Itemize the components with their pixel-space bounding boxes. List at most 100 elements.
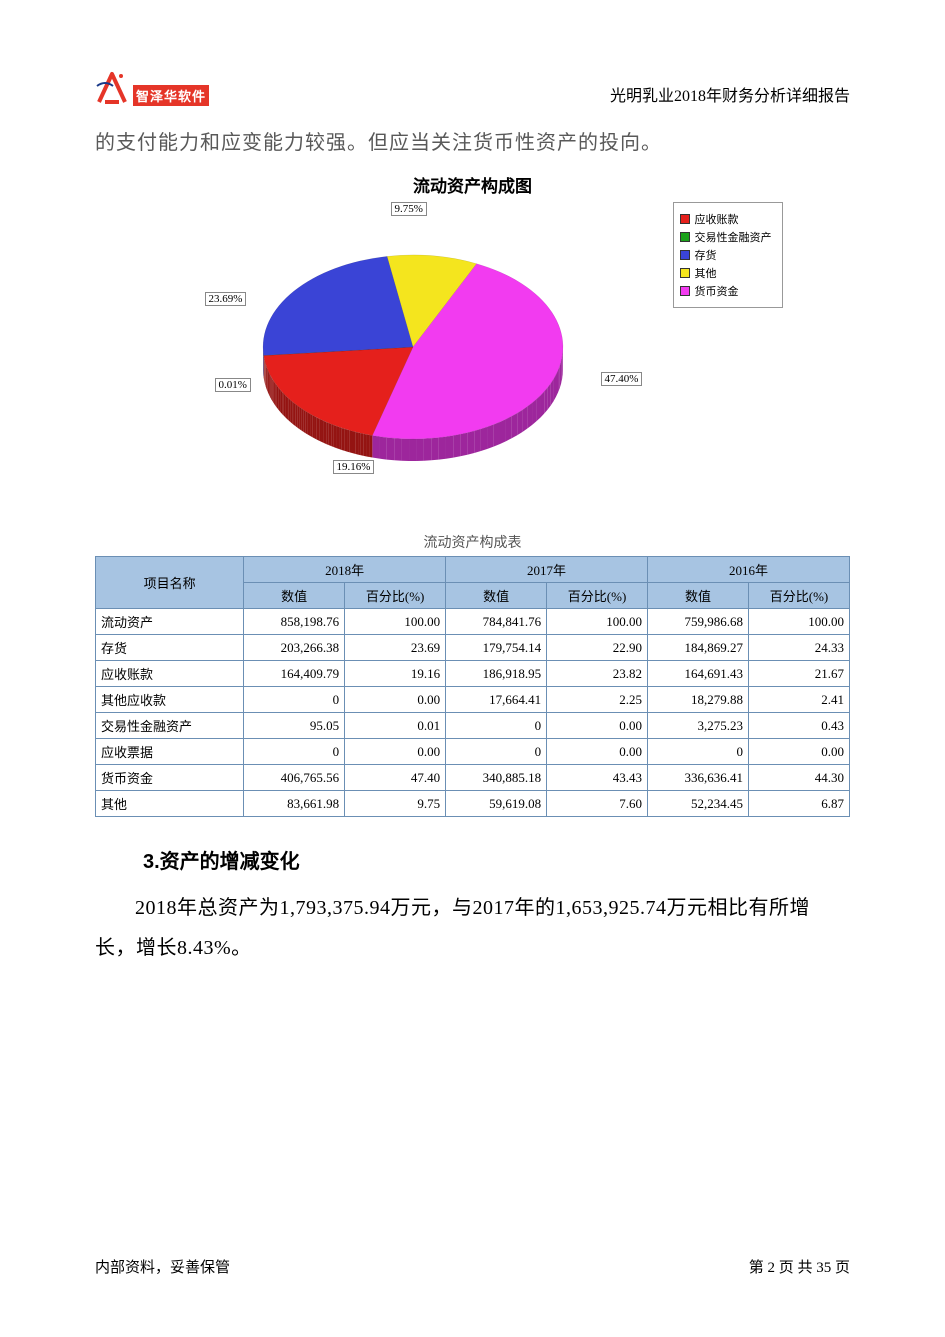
- row-name: 交易性金融资产: [96, 713, 244, 739]
- page-footer: 内部资料，妥善保管 第 2 页 共 35 页: [95, 1256, 850, 1277]
- row-name: 应收账款: [96, 661, 244, 687]
- callout-cash: 47.40%: [601, 372, 643, 386]
- cell-value: 2.41: [748, 687, 849, 713]
- table-row: 其他83,661.989.7559,619.087.6052,234.456.8…: [96, 791, 850, 817]
- chart-legend: 应收账款 交易性金融资产 存货 其他 货币资金: [673, 202, 783, 308]
- table-caption: 流动资产构成表: [95, 532, 850, 552]
- legend-label: 存货: [695, 247, 717, 263]
- cell-value: 184,869.27: [648, 635, 749, 661]
- cell-value: 3,275.23: [648, 713, 749, 739]
- pie-chart: 流动资产构成图 9.75% 23.69% 0.01% 19.16% 47.40%…: [163, 172, 783, 492]
- legend-swatch: [680, 232, 690, 242]
- legend-item: 交易性金融资产: [680, 229, 772, 245]
- cell-value: 0: [446, 739, 547, 765]
- cell-value: 23.69: [345, 635, 446, 661]
- cell-value: 0: [244, 739, 345, 765]
- cell-value: 0.00: [345, 687, 446, 713]
- cell-value: 17,664.41: [446, 687, 547, 713]
- cell-value: 203,266.38: [244, 635, 345, 661]
- cell-value: 0.00: [547, 713, 648, 739]
- cell-value: 44.30: [748, 765, 849, 791]
- legend-swatch: [680, 214, 690, 224]
- logo: 智泽华软件: [95, 70, 209, 106]
- cell-value: 100.00: [547, 609, 648, 635]
- cell-value: 7.60: [547, 791, 648, 817]
- cell-value: 19.16: [345, 661, 446, 687]
- page: 智泽华软件 光明乳业2018年财务分析详细报告 的支付能力和应变能力较强。但应当…: [0, 0, 945, 1337]
- legend-swatch: [680, 250, 690, 260]
- table-row: 交易性金融资产95.050.0100.003,275.230.43: [96, 713, 850, 739]
- subcol-value: 数值: [648, 583, 749, 609]
- cell-value: 59,619.08: [446, 791, 547, 817]
- row-name: 应收票据: [96, 739, 244, 765]
- document-title: 光明乳业2018年财务分析详细报告: [610, 82, 850, 106]
- cell-value: 9.75: [345, 791, 446, 817]
- legend-item: 应收账款: [680, 211, 772, 227]
- subcol-value: 数值: [446, 583, 547, 609]
- cell-value: 858,198.76: [244, 609, 345, 635]
- cell-value: 0: [648, 739, 749, 765]
- pie-graphic: [233, 212, 593, 472]
- table-row: 流动资产858,198.76100.00784,841.76100.00759,…: [96, 609, 850, 635]
- section-paragraph: 2018年总资产为1,793,375.94万元，与2017年的1,653,925…: [95, 888, 850, 968]
- cell-value: 784,841.76: [446, 609, 547, 635]
- cell-value: 52,234.45: [648, 791, 749, 817]
- subcol-pct: 百分比(%): [748, 583, 849, 609]
- legend-swatch: [680, 286, 690, 296]
- row-name: 流动资产: [96, 609, 244, 635]
- cell-value: 43.43: [547, 765, 648, 791]
- table-row: 存货203,266.3823.69179,754.1422.90184,869.…: [96, 635, 850, 661]
- cell-value: 100.00: [345, 609, 446, 635]
- cell-value: 6.87: [748, 791, 849, 817]
- cell-value: 0.00: [547, 739, 648, 765]
- table-body: 流动资产858,198.76100.00784,841.76100.00759,…: [96, 609, 850, 817]
- cell-value: 100.00: [748, 609, 849, 635]
- legend-label: 货币资金: [695, 283, 739, 299]
- callout-receivable: 19.16%: [333, 460, 375, 474]
- subcol-value: 数值: [244, 583, 345, 609]
- legend-item: 其他: [680, 265, 772, 281]
- cell-value: 186,918.95: [446, 661, 547, 687]
- cell-value: 179,754.14: [446, 635, 547, 661]
- logo-text: 智泽华软件: [133, 85, 209, 106]
- table-row: 应收票据00.0000.0000.00: [96, 739, 850, 765]
- footer-left: 内部资料，妥善保管: [95, 1256, 230, 1277]
- cell-value: 164,409.79: [244, 661, 345, 687]
- footer-text: 第: [749, 1260, 768, 1276]
- page-number-total: 35: [816, 1260, 831, 1276]
- table-row: 应收账款164,409.7919.16186,918.9523.82164,69…: [96, 661, 850, 687]
- cell-value: 0.00: [345, 739, 446, 765]
- legend-label: 其他: [695, 265, 717, 281]
- cell-value: 21.67: [748, 661, 849, 687]
- callout-inventory: 23.69%: [205, 292, 247, 306]
- legend-item: 货币资金: [680, 283, 772, 299]
- composition-table: 项目名称 2018年 2017年 2016年 数值 百分比(%) 数值 百分比(…: [95, 556, 850, 817]
- cell-value: 340,885.18: [446, 765, 547, 791]
- logo-icon: [95, 70, 129, 106]
- cell-value: 164,691.43: [648, 661, 749, 687]
- cell-value: 0: [244, 687, 345, 713]
- cell-value: 24.33: [748, 635, 849, 661]
- footer-text: 页: [831, 1260, 850, 1276]
- col-project: 项目名称: [96, 557, 244, 609]
- cell-value: 759,986.68: [648, 609, 749, 635]
- cell-value: 0.01: [345, 713, 446, 739]
- table-head: 项目名称 2018年 2017年 2016年 数值 百分比(%) 数值 百分比(…: [96, 557, 850, 609]
- cell-value: 18,279.88: [648, 687, 749, 713]
- callout-trading: 0.01%: [215, 378, 251, 392]
- cell-value: 0.00: [748, 739, 849, 765]
- row-name: 其他: [96, 791, 244, 817]
- callout-other: 9.75%: [391, 202, 427, 216]
- table-row: 货币资金406,765.5647.40340,885.1843.43336,63…: [96, 765, 850, 791]
- legend-label: 应收账款: [695, 211, 739, 227]
- row-name: 存货: [96, 635, 244, 661]
- table-row: 其他应收款00.0017,664.412.2518,279.882.41: [96, 687, 850, 713]
- subcol-pct: 百分比(%): [345, 583, 446, 609]
- section-heading: 3.资产的增减变化: [143, 845, 850, 874]
- col-2018: 2018年: [244, 557, 446, 583]
- footer-text: 页 共: [775, 1260, 816, 1276]
- cell-value: 2.25: [547, 687, 648, 713]
- intro-text: 的支付能力和应变能力较强。但应当关注货币性资产的投向。: [95, 124, 850, 162]
- subcol-pct: 百分比(%): [547, 583, 648, 609]
- chart-title: 流动资产构成图: [163, 172, 783, 197]
